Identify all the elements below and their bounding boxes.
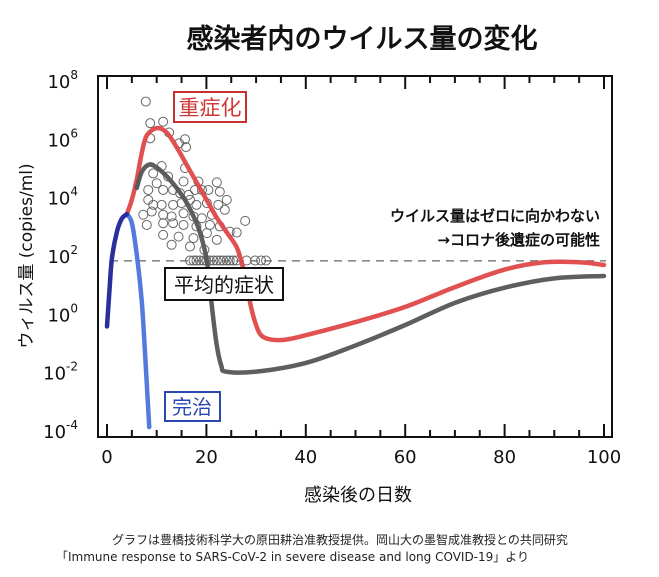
scatter-point: [158, 116, 169, 127]
scatter-point: [178, 219, 189, 230]
scatter-point: [146, 206, 157, 217]
recovered-curve: [124, 211, 152, 430]
scatter-point: [203, 184, 214, 195]
scatter-point: [211, 177, 222, 188]
scatter-point: [221, 255, 232, 266]
y-tick-label: 10-4: [43, 418, 78, 443]
scatter-point: [145, 118, 156, 129]
scatter-point: [250, 255, 261, 266]
scatter-point: [168, 218, 179, 229]
scatter-point: [256, 255, 267, 266]
scatter-point: [168, 199, 179, 210]
x-tick-label: 100: [587, 447, 621, 468]
note-line-2: →コロナ後遺症の可能性: [437, 231, 600, 249]
average-curve: [134, 162, 607, 375]
scatter-point: [184, 255, 195, 266]
scatter-point: [178, 208, 189, 219]
scatter-point: [158, 209, 169, 220]
scatter-point: [194, 255, 205, 266]
scatter-point: [188, 255, 199, 266]
scatter-point: [211, 234, 222, 245]
scatter-point: [231, 227, 242, 238]
scatter-point: [214, 186, 225, 197]
x-tick-label: 80: [493, 447, 516, 468]
scatter-point: [156, 199, 167, 210]
scatter-point: [158, 218, 169, 229]
scatter-point: [228, 255, 239, 266]
severe-label-text: 重症化: [179, 96, 242, 120]
scatter-point: [143, 184, 154, 195]
scatter-point: [261, 255, 272, 266]
scatter-point: [148, 168, 159, 179]
scatter-point: [138, 209, 149, 220]
scatter-point: [180, 134, 191, 145]
recovered-label-text: 完治: [172, 395, 212, 419]
scatter-point: [213, 199, 224, 210]
scatter-point: [184, 241, 195, 252]
y-tick-label: 102: [47, 243, 78, 268]
scatter-point: [140, 96, 151, 107]
note-line-1: ウイルス量はゼロに向かわない: [390, 207, 600, 225]
scatter-point: [158, 229, 169, 240]
chart-title: 感染者内のウイルス量の変化: [187, 23, 538, 55]
scatter-point: [148, 199, 159, 210]
scatter-point: [178, 176, 189, 187]
average-label: 平均的症状: [164, 267, 284, 301]
scatter-point: [188, 233, 199, 244]
scatter-point: [196, 213, 207, 224]
y-tick-label: 106: [47, 126, 78, 151]
scatter-point: [211, 255, 222, 266]
scatter-point: [141, 219, 152, 230]
plot-area: 0 20 40 60 80 100 108 106 104 102 100 10-2 10-4: [43, 68, 621, 468]
scatter-point: [191, 199, 202, 210]
x-tick-label: 0: [101, 447, 112, 468]
recovered-label: 完治: [164, 391, 221, 422]
y-tick-label: 10-2: [43, 360, 78, 385]
caption-line-1: グラフは豊橋技術科学大の原田耕治准教授提供。岡山大の墨智成准教授との共同研究: [112, 532, 568, 547]
scatter-point: [158, 184, 169, 195]
scatter-point: [201, 228, 212, 239]
y-axis-label: ウィルス量 (copies/ml): [17, 163, 37, 348]
scatter-point: [143, 194, 154, 205]
recovered-curve-rise: [104, 211, 130, 329]
scatter-point: [191, 255, 202, 266]
scatter-point: [204, 219, 215, 230]
x-tick-label: 40: [294, 447, 317, 468]
x-tick-label: 20: [195, 447, 218, 468]
scatter-point: [240, 215, 251, 226]
scatter-point: [221, 194, 232, 205]
y-tick-label: 104: [47, 185, 78, 210]
scatter-point: [181, 142, 192, 153]
plot-frame: [97, 75, 613, 438]
severe-label: 重症化: [173, 91, 247, 123]
y-tick-label: 108: [47, 68, 78, 93]
scatter-point: [218, 255, 229, 266]
severe-curve: [124, 125, 607, 343]
average-label-text: 平均的症状: [174, 273, 274, 297]
scatter-point: [166, 211, 177, 222]
x-axis-label: 感染後の日数: [304, 485, 412, 506]
scatter-point: [224, 255, 235, 266]
scatter-point: [151, 178, 162, 189]
x-tick-label: 60: [394, 447, 417, 468]
caption-line-2: 「Immune response to SARS-CoV-2 in severe…: [56, 550, 529, 564]
scatter-point: [166, 239, 177, 250]
scatter-point: [173, 231, 184, 242]
scatter-point: [219, 204, 230, 215]
y-tick-label: 100: [47, 301, 78, 326]
